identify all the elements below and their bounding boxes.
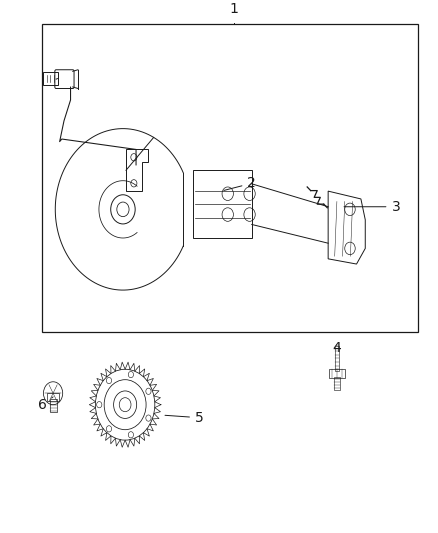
Text: 2: 2 xyxy=(224,176,256,190)
Bar xyxy=(42,25,418,332)
Text: 6: 6 xyxy=(38,397,53,413)
Bar xyxy=(334,376,340,390)
Text: 3: 3 xyxy=(344,200,400,214)
Bar xyxy=(47,393,59,400)
Text: 5: 5 xyxy=(165,411,204,425)
Text: 4: 4 xyxy=(332,341,341,355)
Bar xyxy=(49,399,57,413)
Bar xyxy=(335,346,339,371)
Bar xyxy=(329,369,345,377)
Text: 1: 1 xyxy=(230,2,239,15)
